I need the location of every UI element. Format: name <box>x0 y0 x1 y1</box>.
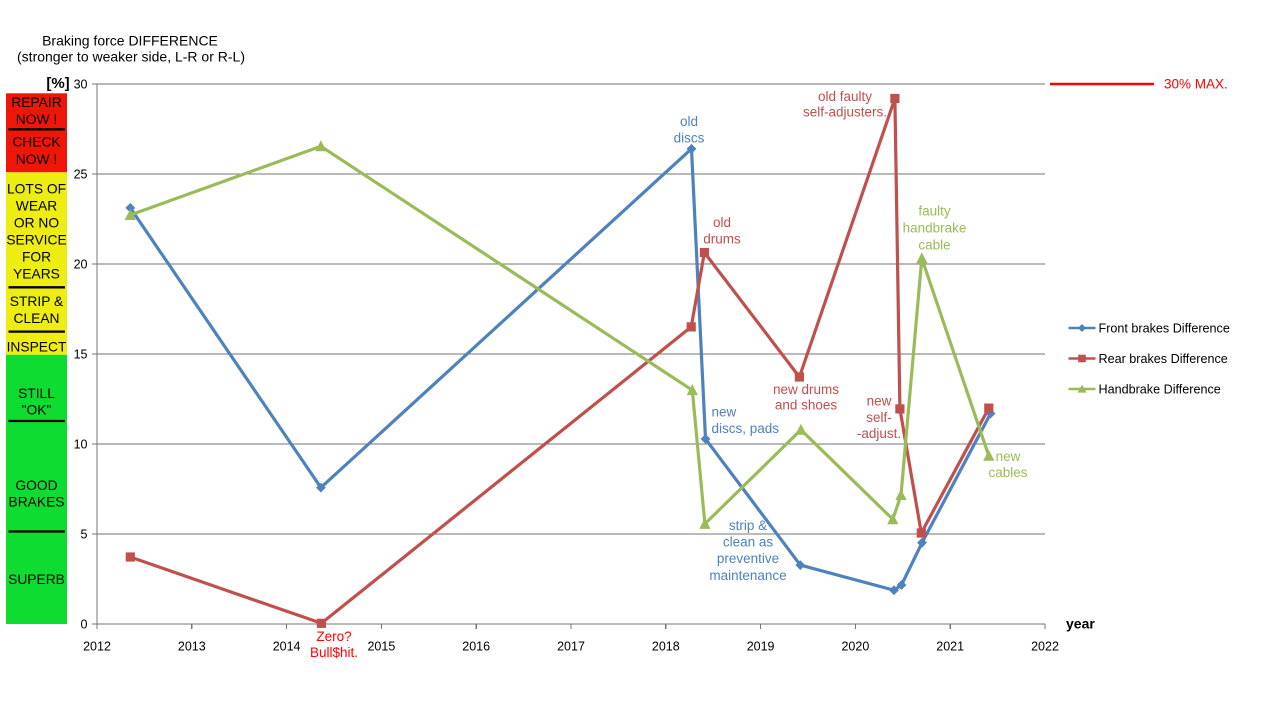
svg-text:drums: drums <box>703 232 741 247</box>
svg-text:CHECK: CHECK <box>12 135 61 150</box>
svg-text:2017: 2017 <box>557 640 585 654</box>
svg-text:and shoes: and shoes <box>775 398 838 413</box>
svg-text:WEAR: WEAR <box>16 199 57 214</box>
svg-text:maintenance: maintenance <box>709 568 786 583</box>
svg-text:Rear brakes Difference: Rear brakes Difference <box>1099 352 1228 366</box>
svg-text:10: 10 <box>74 437 88 451</box>
svg-text:OR NO: OR NO <box>14 216 59 231</box>
svg-text:REPAIR: REPAIR <box>11 95 61 110</box>
svg-text:2015: 2015 <box>367 640 395 654</box>
svg-text:FOR: FOR <box>22 250 51 265</box>
svg-text:25: 25 <box>74 167 88 181</box>
svg-text:year: year <box>1066 616 1095 632</box>
svg-text:2018: 2018 <box>652 640 680 654</box>
svg-text:strip &: strip & <box>729 518 767 533</box>
svg-text:STILL: STILL <box>18 386 55 401</box>
svg-text:INSPECT: INSPECT <box>7 340 67 355</box>
svg-text:cables: cables <box>988 465 1027 480</box>
svg-text:-adjust.: -adjust. <box>857 426 901 441</box>
svg-text:STRIP &: STRIP & <box>10 294 63 309</box>
svg-text:2020: 2020 <box>841 640 869 654</box>
svg-text:SERVICE: SERVICE <box>6 233 66 248</box>
svg-text:"OK": "OK" <box>22 402 52 417</box>
svg-text:5: 5 <box>81 527 88 541</box>
svg-text:old faulty: old faulty <box>818 89 872 104</box>
svg-text:2022: 2022 <box>1031 640 1059 654</box>
svg-text:self-adjusters.: self-adjusters. <box>803 104 887 119</box>
svg-text:(stronger to weaker side, L-R: (stronger to weaker side, L-R or R-L) <box>17 49 245 65</box>
svg-text:30: 30 <box>74 77 88 91</box>
svg-text:SUPERB: SUPERB <box>8 572 65 587</box>
svg-text:2021: 2021 <box>936 640 964 654</box>
svg-text:Front brakes Difference: Front brakes Difference <box>1099 322 1230 336</box>
svg-text:Braking force DIFFERENCE: Braking force DIFFERENCE <box>42 32 218 48</box>
svg-text:2012: 2012 <box>83 640 111 654</box>
svg-text:cable: cable <box>918 238 950 253</box>
svg-text:30% MAX.: 30% MAX. <box>1164 76 1228 91</box>
svg-text:Zero?: Zero? <box>316 629 351 644</box>
svg-text:2013: 2013 <box>178 640 206 654</box>
svg-text:GOOD: GOOD <box>15 478 57 493</box>
svg-text:NOW !: NOW ! <box>16 152 57 167</box>
svg-text:15: 15 <box>74 347 88 361</box>
svg-text:2016: 2016 <box>462 640 490 654</box>
svg-text:NOW !: NOW ! <box>16 112 57 127</box>
svg-text:new drums: new drums <box>773 382 839 397</box>
svg-text:BRAKES: BRAKES <box>9 495 65 510</box>
svg-text:new: new <box>867 394 892 409</box>
svg-text:2014: 2014 <box>273 640 301 654</box>
svg-text:Handbrake Difference: Handbrake Difference <box>1099 383 1221 397</box>
svg-text:old: old <box>680 114 698 129</box>
svg-text:new: new <box>712 405 737 420</box>
svg-text:clean as: clean as <box>723 535 774 550</box>
svg-text:new: new <box>996 449 1021 464</box>
svg-text:20: 20 <box>74 257 88 271</box>
svg-text:Bull$hit.: Bull$hit. <box>310 645 358 660</box>
svg-text:faulty: faulty <box>918 204 951 219</box>
svg-text:old: old <box>713 215 731 230</box>
svg-text:CLEAN: CLEAN <box>13 311 59 326</box>
svg-text:[%]: [%] <box>46 75 69 92</box>
svg-text:discs, pads: discs, pads <box>712 421 780 436</box>
svg-text:discs: discs <box>674 130 705 145</box>
svg-text:handbrake: handbrake <box>903 221 967 236</box>
svg-text:YEARS: YEARS <box>13 266 60 281</box>
svg-text:preventive: preventive <box>717 551 779 566</box>
svg-text:LOTS OF: LOTS OF <box>7 182 66 197</box>
svg-text:2019: 2019 <box>747 640 775 654</box>
svg-text:self-: self- <box>866 410 892 425</box>
svg-text:0: 0 <box>81 617 88 631</box>
